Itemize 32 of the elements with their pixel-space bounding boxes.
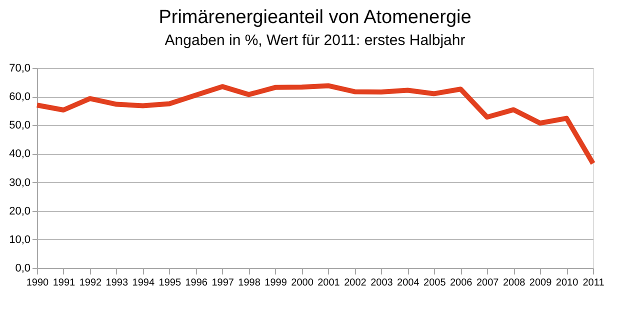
x-tick-label: 2011	[582, 278, 605, 288]
x-tick-label: 2008	[502, 278, 526, 288]
x-tick-label: 2006	[450, 278, 473, 288]
y-tick-label: 30,0	[9, 176, 30, 189]
x-tick-label: 1996	[185, 278, 208, 288]
y-tick-label: 40,0	[9, 148, 30, 160]
x-tick-label: 1999	[264, 278, 288, 288]
x-tick-label: 2005	[424, 278, 446, 288]
x-tick-label: 1998	[238, 278, 261, 288]
x-tick-label: 1990	[26, 278, 50, 288]
chart-title: Primärenergieanteil von Atomenergie	[158, 7, 472, 28]
x-tick-label: 2001	[318, 278, 340, 288]
y-tick-label: 0,0	[15, 262, 30, 274]
x-tick-label: 2000	[291, 278, 314, 288]
x-tick-label: 2004	[397, 278, 420, 288]
y-tick-label: 20,0	[9, 205, 30, 218]
x-tick-label: 2003	[370, 278, 394, 288]
x-tick-label: 2007	[476, 278, 500, 288]
x-tick-label: 1991	[52, 278, 76, 288]
x-tick-label: 2010	[556, 278, 579, 288]
x-tick-label: 1997	[212, 278, 234, 288]
x-tick-label: 1994	[132, 278, 155, 288]
x-tick-label: 2002	[344, 278, 367, 288]
x-tick-label: 1995	[158, 278, 182, 288]
y-tick-label: 10,0	[9, 234, 30, 246]
y-tick-label: 70,0	[9, 62, 30, 74]
y-tick-label: 60,0	[9, 91, 30, 104]
y-tick-label: 50,0	[9, 120, 30, 132]
chart-subtitle: Angaben in %, Wert für 2011: erstes Halbjahr	[164, 32, 466, 49]
x-tick-label: 2009	[529, 278, 552, 288]
x-tick-label: 1992	[79, 278, 102, 288]
x-tick-label: 1993	[106, 278, 128, 288]
